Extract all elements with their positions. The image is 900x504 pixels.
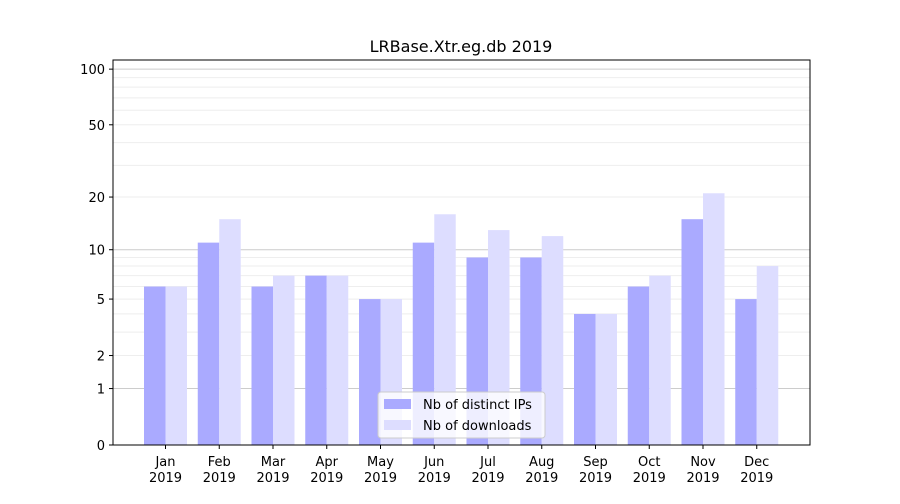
x-tick-label-line: 2019 xyxy=(525,471,558,486)
x-tick-label-line: 2019 xyxy=(633,471,666,486)
legend: Nb of distinct IPs Nb of downloads xyxy=(377,391,546,439)
bar-distinct-ips xyxy=(735,299,757,445)
legend-label-downloads: Nb of downloads xyxy=(423,419,532,434)
y-tick-label: 50 xyxy=(88,119,105,134)
x-tick-label: Nov 2019 xyxy=(686,455,719,486)
bar-downloads xyxy=(488,230,510,445)
bar-downloads xyxy=(541,236,564,445)
x-tick-label: Jun 2019 xyxy=(418,455,451,486)
x-tick-label-line: Oct xyxy=(638,455,660,470)
y-tick-label: 5 xyxy=(97,293,105,308)
bar-downloads xyxy=(219,219,241,445)
x-tick-label: Jul 2019 xyxy=(471,455,504,486)
x-tick-label-line: Jul xyxy=(479,455,496,470)
x-tick-label-line: Apr xyxy=(316,455,339,470)
x-tick-label: May 2019 xyxy=(364,455,397,486)
x-tick-label-line: Dec xyxy=(744,455,769,470)
x-tick-label-line: 2019 xyxy=(310,471,343,486)
legend-swatch-downloads xyxy=(384,420,411,430)
x-tick-label-line: 2019 xyxy=(149,471,182,486)
bar-distinct-ips xyxy=(681,219,703,445)
legend-label-ips: Nb of distinct IPs xyxy=(423,398,532,413)
bar-downloads xyxy=(165,286,187,445)
x-tick-label-line: Jan xyxy=(154,455,175,470)
bar-downloads xyxy=(703,193,725,445)
bar-distinct-ips xyxy=(144,286,166,445)
x-tick-label: Oct 2019 xyxy=(633,455,666,486)
bar-distinct-ips xyxy=(574,313,596,445)
legend-box xyxy=(377,391,546,439)
x-tick-label-line: Mar xyxy=(261,455,286,470)
x-tick-label-line: Sep xyxy=(583,455,608,470)
x-tick-label: Mar 2019 xyxy=(256,455,289,486)
x-tick-label-line: 2019 xyxy=(256,471,289,486)
bar-downloads xyxy=(595,313,617,445)
x-tick-label-line: 2019 xyxy=(418,471,451,486)
x-tick-label-line: Nov xyxy=(690,455,716,470)
bar-downloads xyxy=(434,214,456,445)
x-tick-label-line: Aug xyxy=(529,455,554,470)
x-tick-label: Feb 2019 xyxy=(203,455,236,486)
x-tick-label: Sep 2019 xyxy=(579,455,612,486)
bar-distinct-ips xyxy=(251,286,273,445)
bars xyxy=(144,193,779,445)
x-tick-label-line: May xyxy=(367,455,394,470)
x-tick-label-line: 2019 xyxy=(203,471,236,486)
x-tick-label-line: Feb xyxy=(208,455,231,470)
y-axis: 0 1 2 5 10 20 50 100 xyxy=(80,63,113,454)
bar-distinct-ips xyxy=(359,299,381,445)
y-tick-label: 10 xyxy=(88,244,105,259)
bar-distinct-ips xyxy=(627,286,650,445)
bar-downloads xyxy=(326,275,349,445)
y-tick-label: 100 xyxy=(80,63,105,78)
x-tick-label-line: 2019 xyxy=(579,471,612,486)
x-tick-label: Dec 2019 xyxy=(740,455,773,486)
y-tick-label: 20 xyxy=(88,191,105,206)
x-tick-label-line: 2019 xyxy=(471,471,504,486)
legend-swatch-ips xyxy=(384,399,411,409)
bar-distinct-ips xyxy=(197,242,220,445)
x-tick-label: Apr 2019 xyxy=(310,455,343,486)
x-tick-label: Jan 2019 xyxy=(149,455,182,486)
x-tick-label-line: 2019 xyxy=(364,471,397,486)
bar-downloads xyxy=(273,275,295,445)
y-tick-label: 2 xyxy=(97,350,105,365)
plot-frame xyxy=(112,59,811,446)
chart-title: LRBase.Xtr.eg.db 2019 xyxy=(370,37,553,56)
x-tick-label-line: Jun xyxy=(423,455,444,470)
x-tick-label: Aug 2019 xyxy=(525,455,558,486)
x-tick-label-line: 2019 xyxy=(740,471,773,486)
bar-distinct-ips xyxy=(305,275,327,445)
bar-downloads xyxy=(649,275,671,445)
bar-downloads xyxy=(756,266,779,445)
x-tick-label-line: 2019 xyxy=(686,471,719,486)
y-tick-label: 0 xyxy=(97,439,105,454)
y-tick-label: 1 xyxy=(97,383,105,398)
